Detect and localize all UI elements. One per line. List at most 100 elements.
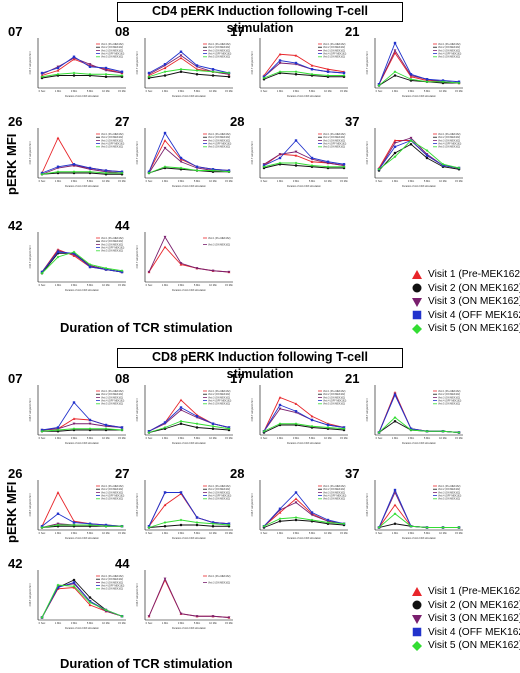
data-point [326,423,330,427]
series-visit-5 [40,250,124,275]
panel-legend: Visit 1 (Pre-MEK162)Visit 2 (ON MEK162)V… [96,575,125,591]
data-point [211,422,215,425]
data-point [326,426,330,429]
data-point [104,69,108,72]
legend-marker [412,614,422,624]
x-tick-label: 1 Min [162,621,169,625]
x-tick-label: 10 Min [102,621,110,625]
data-point [393,74,397,77]
data-point [72,163,76,166]
data-point [104,66,108,70]
data-point [195,169,199,172]
data-point [278,156,282,160]
data-point [72,521,76,524]
x-tick-label: 15 Min [340,436,348,440]
series-visit-2 [377,142,461,172]
legend-entry: Visit 1 (Pre-MEK162) [101,390,124,393]
x-tick-label: 15 Min [225,283,233,287]
series-visit-5 [40,523,124,529]
x-tick-label: 0 Sec [261,531,268,535]
series-line [148,406,230,432]
data-point [179,50,183,53]
legend-entry: Visit 4 (OFF MEK162) [101,585,125,588]
data-point [72,401,76,404]
panel-cd4-27: 27 CD4 T cell pERK MFI Duration of Anti-CD… [115,114,233,188]
data-point [211,524,215,528]
data-point [163,245,167,249]
legend-label: Visit 2 (ON MEK162) [428,282,520,294]
data-point [163,74,167,77]
series-line [378,41,460,85]
panel-legend: Visit 1 (Pre-MEK162)Visit 2 (ON MEK162)V… [318,390,347,406]
data-point [56,523,60,527]
x-tick-label: 5 Min [424,89,431,93]
panel-label: 28 [230,466,244,481]
data-point [211,424,215,428]
data-point [441,429,445,433]
series-line [263,491,345,527]
data-point [227,170,231,174]
data-point [179,419,183,423]
panel-x-label: Duration of Anti-CD3 stimulation [172,289,207,292]
series-line [41,251,123,273]
x-tick-label: 10 Min [209,436,217,440]
data-point [326,70,330,73]
data-point [294,61,298,65]
legend-entry: Visit 2 (ON MEK162) [208,136,230,139]
x-tick-label: 1 Min [162,179,169,183]
data-point [195,415,199,418]
legend-entry: Visit 1 (Pre-MEK162) [323,390,346,393]
x-tick-label: 10 Min [209,179,217,183]
x-tick-label: 15 Min [118,179,126,183]
legend-entry: Visit 1 (Pre-MEK162) [208,133,231,136]
data-point [163,521,167,524]
legend-item: Visit 3 (ON MEK162) [410,295,520,309]
legend-entry: Visit 3 (ON MEK162) [208,491,230,494]
series-line [41,172,122,175]
series-line [263,517,345,527]
x-tick-label: 10 Min [102,283,110,287]
legend-item: Visit 1 (Pre-MEK162) [410,268,520,282]
legend-entry: Visit 3 (ON MEK162) [438,396,460,399]
data-point [294,516,298,519]
legend-entry: Visit 1 (Pre-MEK162) [208,390,231,393]
data-point [294,497,298,500]
legend-item: Visit 5 (ON MEK162) [410,322,520,336]
x-tick-label: 3 Min [71,531,78,535]
series-line [148,519,230,528]
data-point [393,51,397,55]
panel-y-label: CD8 T cell pERK MFI [29,493,32,516]
data-point [211,70,215,74]
series-line [263,162,344,168]
data-point [120,426,124,429]
panel-y-label: CD4 T cell pERK MFI [251,51,254,74]
legend-entry: Visit 5 (ON MEK162) [438,498,460,501]
cd4-section-title: CD4 pERK Induction following T-cell stim… [117,2,403,35]
panel-y-label: CD8 T cell pERK MFI [251,398,254,421]
legend-entry: Visit 3 (ON MEK162) [101,49,123,52]
data-point [56,583,60,587]
panel-legend: Visit 1 (Pre-MEK162)Visit 2 (ON MEK162)V… [433,390,462,406]
data-point [294,501,298,504]
x-tick-label: 15 Min [118,621,126,625]
data-point [310,418,314,422]
series-line [148,423,230,433]
data-point [294,139,298,142]
panel-y-label: CD4 T cell pERK MFI [29,245,32,268]
legend-entry: Visit 4 (OFF MEK162) [208,143,232,146]
panel-label: 21 [345,371,359,386]
legend-entry: Visit 1 (Pre-MEK162) [323,485,346,488]
legend-entry: Visit 5 (ON MEK162) [323,498,345,501]
x-tick-label: 0 Sec [261,436,268,440]
x-tick-label: 1 Min [277,179,284,183]
panel-x-label: Duration of Anti-CD3 stimulation [172,185,207,188]
panel-x-label: Duration of Anti-CD3 stimulation [172,537,207,540]
data-point [104,266,108,270]
cd4-x-axis-label: Duration of TCR stimulation [60,320,233,335]
x-tick-label: 1 Min [392,179,399,183]
legend-entry: Visit 1 (Pre-MEK162) [208,43,231,46]
series-line [148,409,230,432]
legend-entry: Visit 3 (ON MEK162) [438,139,460,142]
x-tick-label: 5 Min [87,531,94,535]
data-point [278,422,282,426]
